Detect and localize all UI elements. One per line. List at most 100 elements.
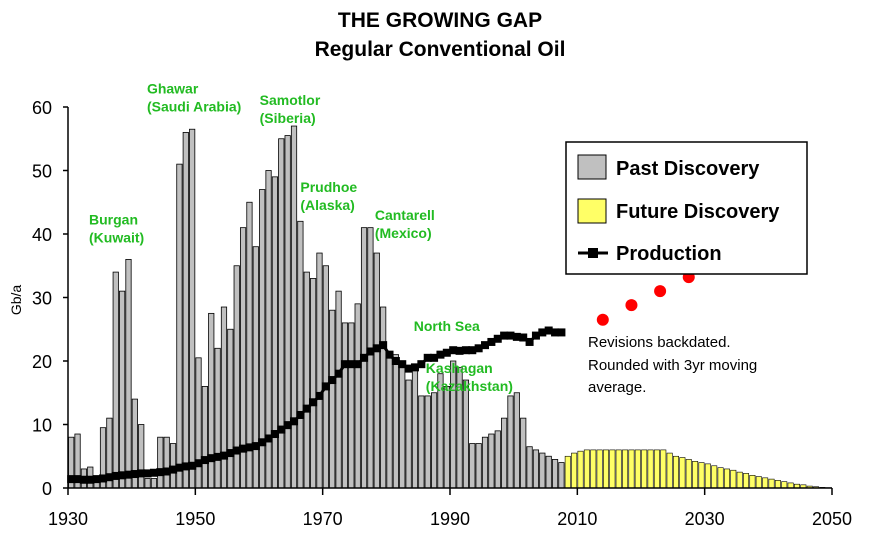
production-marker xyxy=(130,470,139,479)
field-annotation-label: North Sea xyxy=(414,318,480,334)
past-discovery-bar xyxy=(488,433,495,489)
past-discovery-bar xyxy=(316,252,323,489)
production-marker xyxy=(519,333,528,342)
production-marker xyxy=(149,468,158,477)
past-discovery-bar xyxy=(526,446,533,489)
past-discovery-bar xyxy=(545,455,552,489)
production-marker xyxy=(353,360,362,369)
future-discovery-bar xyxy=(717,467,724,489)
legend-production-label: Production xyxy=(616,243,722,265)
future-discovery-bar xyxy=(571,452,578,489)
past-discovery-bar xyxy=(284,135,291,489)
production-marker xyxy=(423,353,432,362)
production-marker xyxy=(557,328,566,337)
past-discovery-bar xyxy=(335,290,342,489)
revision-point xyxy=(596,313,609,326)
future-discovery-bar xyxy=(609,449,616,489)
field-annotation-label: Samotlor xyxy=(260,92,321,108)
production-marker xyxy=(283,421,292,430)
past-discovery-bar xyxy=(462,379,470,489)
production-marker xyxy=(245,443,254,452)
past-discovery-bar xyxy=(341,322,349,489)
future-discovery-bar xyxy=(787,482,794,489)
past-discovery-bar xyxy=(297,220,304,489)
past-discovery-bar xyxy=(290,125,298,489)
note-line-3: average. xyxy=(588,379,646,396)
production-marker xyxy=(99,474,108,483)
future-discovery-bar xyxy=(615,449,622,489)
production-marker xyxy=(169,465,178,474)
production-marker xyxy=(79,475,88,484)
past-discovery-bar xyxy=(418,395,425,489)
past-discovery-bar xyxy=(551,459,559,489)
production-marker xyxy=(264,434,273,443)
field-annotation-label: Cantarell xyxy=(375,207,435,223)
production-marker xyxy=(500,331,509,340)
past-discovery-bar xyxy=(138,424,145,489)
past-discovery-bar xyxy=(539,452,546,489)
field-annotation-label: Burgan xyxy=(89,211,138,227)
future-discovery-bar xyxy=(660,449,667,489)
past-discovery-bar xyxy=(348,322,355,489)
production-marker xyxy=(430,353,439,362)
future-discovery-bar xyxy=(736,471,743,489)
legend-past-label: Past Discovery xyxy=(616,158,760,180)
past-discovery-bar xyxy=(201,385,208,489)
production-marker xyxy=(404,364,413,373)
future-discovery-bar xyxy=(590,449,597,489)
past-discovery-bar xyxy=(494,430,501,489)
future-discovery-bar xyxy=(743,473,750,489)
production-marker xyxy=(372,344,381,353)
past-discovery-bar xyxy=(303,271,310,489)
field-annotation-label: (Kazakhstan) xyxy=(426,378,513,394)
future-discovery-bar xyxy=(583,449,590,489)
field-annotation-label: (Siberia) xyxy=(260,110,316,126)
future-discovery-bar xyxy=(723,468,730,489)
past-discovery-bar xyxy=(475,443,482,489)
production-marker xyxy=(118,471,127,480)
production-marker xyxy=(436,350,445,359)
production-marker xyxy=(512,332,521,341)
past-discovery-bar xyxy=(195,357,202,489)
past-discovery-bar xyxy=(176,163,183,489)
past-discovery-bar xyxy=(322,265,329,489)
field-annotation-label: Kashagan xyxy=(426,360,493,376)
production-marker xyxy=(461,346,470,355)
past-discovery-bar xyxy=(119,290,126,489)
past-discovery-bar xyxy=(214,347,221,489)
past-discovery-bar xyxy=(354,303,361,489)
future-discovery-bar xyxy=(634,449,641,489)
production-marker xyxy=(449,346,458,355)
production-marker xyxy=(124,470,133,479)
x-tick-label: 2010 xyxy=(557,509,597,529)
revision-point xyxy=(654,285,667,298)
production-marker xyxy=(251,442,260,451)
production-marker xyxy=(232,446,241,455)
production-marker xyxy=(455,346,464,355)
past-discovery-bar xyxy=(380,306,387,489)
production-marker xyxy=(111,471,120,480)
past-discovery-bar xyxy=(513,392,520,489)
revision-point xyxy=(625,299,638,312)
x-tick-label: 2030 xyxy=(685,509,725,529)
production-marker xyxy=(442,348,451,357)
x-tick-label: 1990 xyxy=(430,509,470,529)
field-annotation-label: Ghawar xyxy=(147,81,199,97)
production-marker xyxy=(391,357,400,365)
future-discovery-bar xyxy=(641,449,648,489)
production-marker xyxy=(86,475,95,484)
x-tick-label: 2050 xyxy=(812,509,852,529)
past-discovery-bar xyxy=(501,417,508,489)
production-marker xyxy=(506,331,515,340)
note-line-1: Revisions backdated. xyxy=(588,334,731,351)
production-marker xyxy=(493,334,502,343)
future-discovery-bar xyxy=(596,449,603,489)
past-discovery-bar xyxy=(233,265,240,489)
chart-subtitle: Regular Conventional Oil xyxy=(315,38,566,61)
production-marker xyxy=(105,473,114,482)
production-marker xyxy=(67,475,76,484)
production-marker xyxy=(315,391,324,400)
production-marker xyxy=(175,463,184,472)
production-marker xyxy=(417,360,426,369)
revisions-note: Revisions backdated. Rounded with 3yr mo… xyxy=(588,334,757,396)
